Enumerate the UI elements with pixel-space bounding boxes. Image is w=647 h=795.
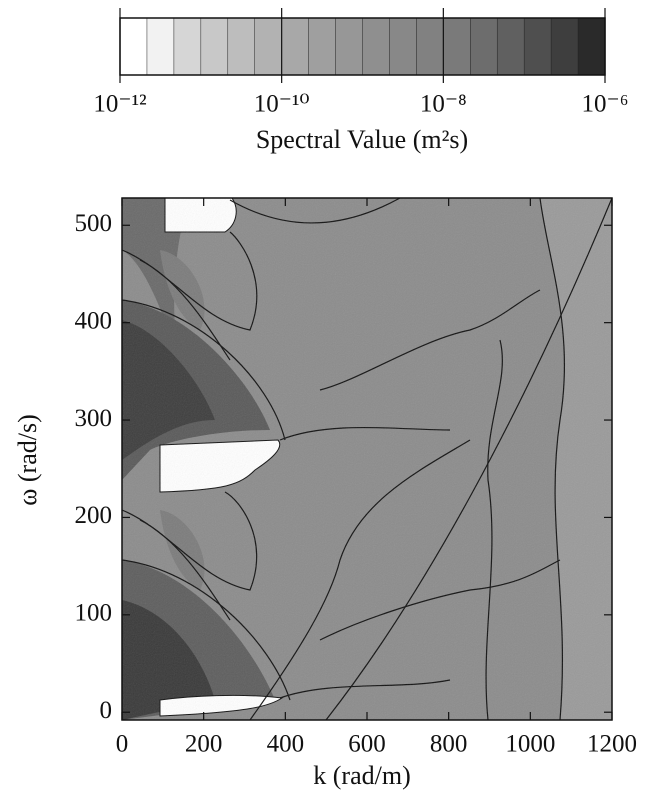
colorbar-band: [470, 17, 498, 76]
colorbar-band: [254, 17, 283, 76]
colorbar-band: [443, 17, 471, 76]
colorbar-band: [550, 17, 579, 76]
colorbar-band: [200, 17, 229, 76]
colorbar: 10⁻¹² 10⁻¹⁰ 10⁻⁸ 10⁻⁶: [93, 8, 628, 118]
colorbar-band: [281, 17, 310, 76]
colorbar-band: [362, 17, 390, 76]
y-tick-label: 300: [75, 405, 113, 432]
colorbar-band: [227, 17, 256, 76]
x-tick-label: 400: [267, 731, 305, 758]
x-tick-label: 200: [185, 731, 223, 758]
x-tick-label: 600: [348, 731, 386, 758]
y-tick-label: 400: [75, 307, 113, 334]
contour-field: [122, 198, 612, 720]
colorbar-band: [173, 17, 202, 76]
y-axis-label: ω (rad/s): [13, 414, 42, 505]
x-tick-label: 1200: [587, 731, 637, 758]
colorbar-band: [119, 17, 148, 76]
colorbar-band: [146, 17, 175, 76]
colorbar-band: [523, 17, 552, 76]
y-tick-label: 0: [100, 697, 113, 724]
colorbar-tick-label: 10⁻⁶: [582, 91, 629, 118]
axes: 0 200 400 600 800 1000 1200 0 100 200 300 400 500: [75, 198, 637, 758]
colorbar-band: [389, 17, 417, 76]
colorbar-band: [416, 17, 444, 76]
colorbar-band: [496, 17, 525, 76]
colorbar-tick-label: 10⁻¹⁰: [254, 91, 310, 118]
colorbar-band: [335, 17, 364, 76]
x-tick-label: 800: [430, 731, 468, 758]
colorbar-tick-label: 10⁻⁸: [420, 91, 467, 118]
colorbar-tick-label: 10⁻¹²: [93, 91, 146, 118]
x-tick-label: 1000: [505, 731, 555, 758]
x-axis-label: k (rad/m): [313, 761, 410, 790]
colorbar-band: [577, 17, 606, 76]
y-tick-label: 100: [75, 600, 113, 627]
colorbar-band: [308, 17, 337, 76]
x-tick-label: 0: [116, 731, 129, 758]
y-tick-label: 500: [75, 210, 113, 237]
colorbar-label: Spectral Value (m²s): [256, 125, 468, 154]
y-tick-label: 200: [75, 502, 113, 529]
